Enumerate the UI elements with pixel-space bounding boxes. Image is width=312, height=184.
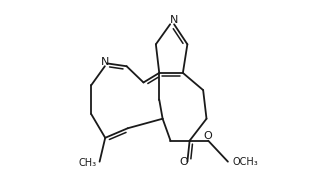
Text: O: O (204, 131, 212, 141)
Text: OCH₃: OCH₃ (232, 157, 258, 167)
Text: N: N (170, 15, 178, 25)
Text: N: N (101, 57, 109, 67)
Text: O: O (179, 157, 188, 167)
Text: CH₃: CH₃ (78, 158, 96, 168)
